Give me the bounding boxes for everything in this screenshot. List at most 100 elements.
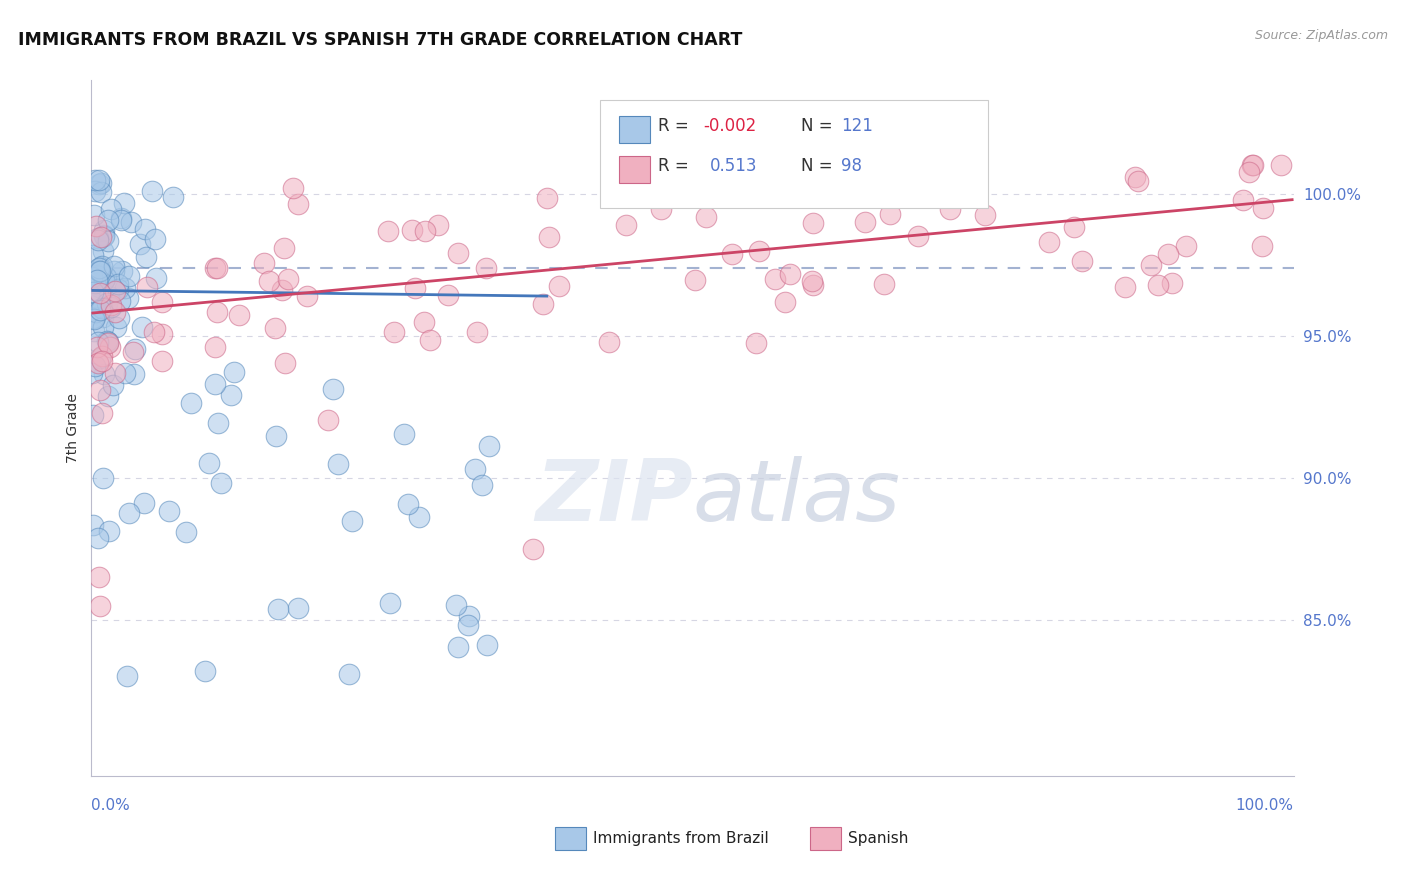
- Point: [1270, 159, 1292, 173]
- Point: [118, 268, 141, 283]
- Point: [131, 320, 153, 334]
- Point: [143, 325, 166, 339]
- Point: [447, 246, 470, 260]
- Point: [326, 457, 349, 471]
- Point: [531, 297, 554, 311]
- Point: [252, 256, 274, 270]
- Point: [97, 335, 120, 350]
- Point: [89, 285, 111, 300]
- Point: [91, 320, 114, 334]
- Point: [82, 285, 104, 299]
- Point: [83, 311, 105, 326]
- Point: [114, 281, 136, 295]
- Text: 100.0%: 100.0%: [1236, 798, 1294, 814]
- Point: [89, 260, 111, 274]
- Point: [801, 278, 824, 293]
- Point: [93, 223, 115, 237]
- Point: [104, 285, 127, 299]
- Text: N =: N =: [801, 157, 838, 175]
- Point: [83, 184, 105, 198]
- Point: [100, 298, 122, 312]
- Point: [219, 388, 242, 402]
- Point: [86, 268, 108, 283]
- Point: [1063, 219, 1085, 234]
- Point: [111, 263, 134, 277]
- Point: [465, 326, 488, 340]
- Point: [287, 197, 309, 211]
- Point: [90, 301, 112, 315]
- Point: [90, 259, 112, 273]
- Point: [174, 524, 197, 539]
- Point: [108, 294, 131, 309]
- Point: [207, 417, 229, 431]
- Point: [464, 462, 486, 476]
- Text: 0.513: 0.513: [710, 157, 758, 175]
- Point: [122, 345, 145, 359]
- Point: [437, 287, 460, 301]
- Point: [82, 271, 104, 285]
- Point: [939, 202, 962, 216]
- Point: [273, 242, 295, 256]
- Point: [114, 366, 136, 380]
- Point: [907, 229, 929, 244]
- Point: [763, 272, 786, 286]
- Point: [83, 276, 105, 290]
- Point: [475, 638, 498, 652]
- Point: [1071, 253, 1094, 268]
- Point: [721, 246, 744, 260]
- Point: [401, 223, 423, 237]
- Point: [124, 342, 146, 356]
- Point: [82, 293, 104, 308]
- Point: [447, 640, 470, 655]
- Point: [616, 218, 638, 232]
- Point: [287, 601, 309, 615]
- Point: [135, 251, 157, 265]
- Point: [382, 325, 405, 339]
- Point: [1175, 239, 1198, 253]
- Point: [93, 228, 115, 243]
- Point: [274, 356, 297, 370]
- Point: [110, 212, 132, 227]
- Point: [117, 291, 139, 305]
- Y-axis label: 7th Grade: 7th Grade: [66, 393, 80, 463]
- Point: [457, 608, 479, 623]
- Point: [404, 281, 426, 295]
- Point: [136, 280, 159, 294]
- Point: [444, 599, 467, 613]
- Point: [93, 368, 115, 382]
- Point: [204, 260, 226, 275]
- Point: [800, 274, 823, 288]
- Point: [205, 260, 228, 275]
- Point: [83, 359, 105, 373]
- Point: [83, 208, 105, 222]
- Point: [93, 272, 115, 286]
- Point: [903, 178, 925, 193]
- Point: [378, 595, 401, 609]
- Point: [267, 602, 290, 616]
- Point: [257, 274, 280, 288]
- Text: ZIP: ZIP: [534, 456, 692, 540]
- Text: N =: N =: [801, 117, 838, 135]
- Point: [91, 471, 114, 485]
- Point: [548, 279, 571, 293]
- Point: [342, 514, 364, 528]
- Point: [337, 667, 360, 681]
- Point: [204, 340, 226, 354]
- Point: [271, 283, 294, 297]
- Point: [1240, 159, 1263, 173]
- Text: atlas: atlas: [692, 456, 900, 540]
- Point: [145, 271, 167, 285]
- Point: [91, 353, 114, 368]
- Point: [1232, 193, 1254, 207]
- Point: [98, 340, 121, 354]
- Point: [90, 176, 112, 190]
- Point: [87, 279, 110, 293]
- Point: [87, 268, 110, 283]
- Point: [87, 356, 110, 370]
- Point: [120, 215, 142, 229]
- Point: [86, 340, 108, 354]
- Text: -0.002: -0.002: [703, 117, 756, 135]
- Point: [1161, 277, 1184, 291]
- Point: [94, 269, 117, 284]
- Point: [150, 326, 173, 341]
